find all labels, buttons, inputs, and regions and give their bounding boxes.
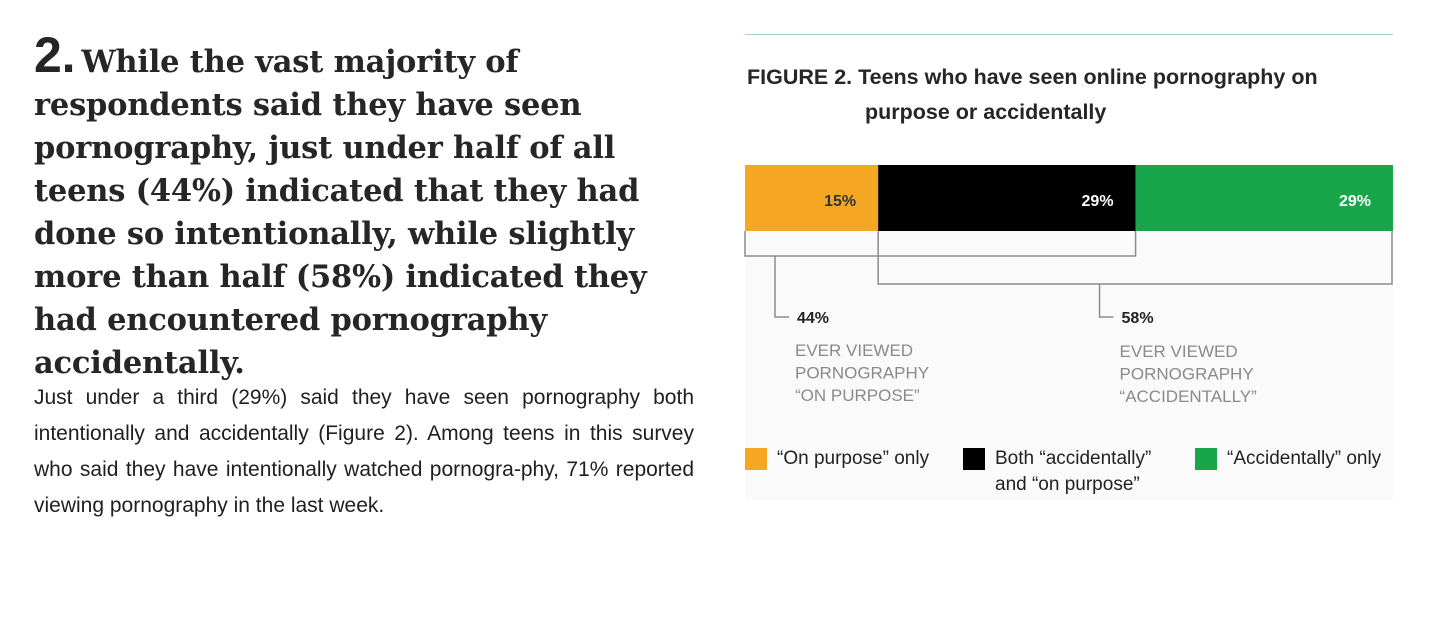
legend-item-on-purpose: “On purpose” only <box>745 446 929 472</box>
leader-on-purpose <box>774 256 789 318</box>
annotation-caption-on-purpose-0: EVER VIEWED <box>795 341 913 360</box>
figure-title-line1: FIGURE 2. Teens who have seen online por… <box>747 65 1318 89</box>
legend-label-both-line2: and “on purpose” <box>995 474 1140 495</box>
legend-item-both: Both “accidentally” and “on purpose” <box>963 446 1151 498</box>
section-number: 2. <box>34 27 76 83</box>
bracket-on-purpose <box>744 231 1137 257</box>
annotation-value-on-purpose: 44% <box>797 310 829 327</box>
annotation-caption-on-purpose-1: PORNOGRAPHY <box>795 364 929 383</box>
figure-title: FIGURE 2. Teens who have seen online por… <box>747 60 1387 130</box>
figure-divider <box>745 34 1393 35</box>
figure-title-line2: purpose or accidentally <box>865 100 1107 124</box>
legend-swatch-on-purpose <box>745 448 767 470</box>
legend-swatch-accidentally <box>1195 448 1217 470</box>
bracket-accidentally <box>877 231 1393 285</box>
legend-label-both: Both “accidentally” and “on purpose” <box>995 446 1151 498</box>
annotation-caption-accidentally-2: “ACCIDENTALLY” <box>1120 387 1258 406</box>
bar-value-label-1: 29% <box>1082 193 1114 210</box>
bar-segment-0 <box>745 165 879 231</box>
annotation-caption-accidentally-1: PORNOGRAPHY <box>1120 365 1254 384</box>
bar-segment-2 <box>1135 165 1393 231</box>
bar-value-label-2: 29% <box>1339 193 1371 210</box>
legend-item-accidentally: “Accidentally” only <box>1195 446 1381 472</box>
annotation-caption-accidentally-0: EVER VIEWED <box>1120 342 1238 361</box>
annotation-value-accidentally: 58% <box>1122 310 1154 327</box>
leader-accidentally <box>1098 284 1114 318</box>
legend-label-on-purpose: “On purpose” only <box>777 448 930 469</box>
legend-label-accidentally: “Accidentally” only <box>1227 448 1382 469</box>
legend-label-both-line1: Both “accidentally” <box>995 448 1152 469</box>
lead-text: While the vast majority of respondents s… <box>34 44 647 381</box>
legend-swatch-both <box>963 448 985 470</box>
annotation-caption-on-purpose-2: “ON PURPOSE” <box>795 386 920 405</box>
bar-value-label-0: 15% <box>824 193 856 210</box>
body-paragraph: Just under a third (29%) said they have … <box>34 386 694 517</box>
lead-paragraph: 2. While the vast majority of respondents… <box>34 30 704 385</box>
bar-segment-1 <box>878 165 1136 231</box>
